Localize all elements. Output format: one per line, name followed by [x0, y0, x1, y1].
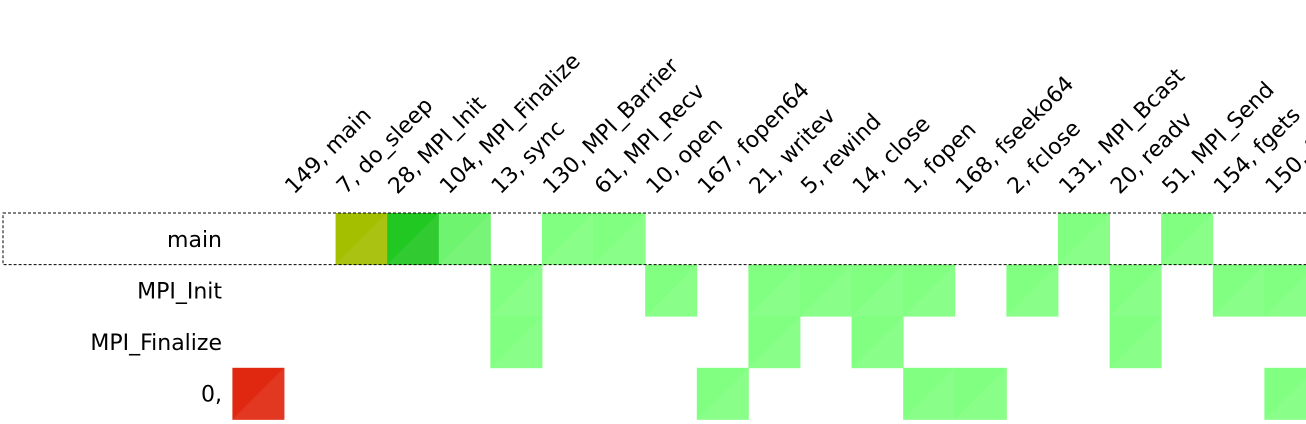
cell-shade: [800, 264, 852, 317]
heatmap-cell[interactable]: [903, 367, 956, 420]
cell-fill: [1264, 367, 1306, 420]
heatmap-cell[interactable]: [593, 213, 646, 265]
cell-shade: [490, 316, 542, 368]
cell-shade: [232, 367, 284, 420]
cell-fill: [438, 213, 491, 265]
cell-fill: [903, 264, 956, 317]
cell-fill: [1109, 264, 1162, 317]
cell-fill: [645, 264, 698, 317]
heatmap-cell[interactable]: [954, 367, 1007, 420]
row-labels: main MPI_Init MPI_Finalize 0,: [90, 228, 222, 408]
cell-shade: [851, 316, 904, 368]
cell-shade: [593, 213, 646, 265]
cell-shade: [696, 367, 749, 420]
cell-fill: [387, 213, 440, 265]
cell-fill: [542, 213, 594, 265]
cell-fill: [1006, 264, 1059, 317]
heatmap-cell[interactable]: [1109, 264, 1162, 317]
heatmap-cell[interactable]: [490, 316, 543, 369]
heatmap-cell[interactable]: [1264, 367, 1306, 420]
highlighted-row-outline: [2, 212, 1306, 266]
cell-shade: [542, 213, 594, 265]
heatmap-cell[interactable]: [1161, 213, 1214, 265]
cell-shade: [851, 264, 904, 317]
heatmap-cell[interactable]: [851, 264, 904, 317]
cell-fill: [335, 213, 388, 265]
heatmap-cell[interactable]: [748, 316, 801, 369]
heatmap-cell[interactable]: [696, 367, 749, 420]
heatmap-cell[interactable]: [903, 264, 956, 317]
cell-shade: [748, 316, 800, 368]
cell-shade: [1006, 264, 1058, 317]
heatmap-cell[interactable]: [1058, 213, 1110, 265]
heatmap-cell[interactable]: [800, 264, 852, 317]
cell-shade: [1109, 264, 1162, 317]
heatmap-cell[interactable]: [748, 264, 801, 317]
cell-fill: [1212, 264, 1265, 317]
heatmap-cell[interactable]: [1109, 316, 1162, 369]
heatmap-cells: [232, 213, 1306, 420]
heatmap-cell[interactable]: [335, 213, 388, 265]
cell-fill: [232, 367, 285, 420]
heatmap-cell[interactable]: [490, 264, 543, 317]
cell-shade: [438, 213, 491, 265]
cell-fill: [490, 316, 543, 369]
heatmap-cell[interactable]: [438, 213, 491, 265]
row-label-main: main: [167, 228, 222, 253]
cell-fill: [1058, 213, 1110, 265]
cell-shade: [490, 264, 542, 317]
heatmap-cell[interactable]: [1006, 264, 1059, 317]
cell-shade: [748, 264, 800, 317]
heatmap-cell[interactable]: [387, 213, 440, 265]
cell-shade: [1109, 316, 1162, 368]
cell-fill: [1161, 213, 1214, 265]
cell-fill: [954, 367, 1007, 420]
row-label-0: 0,: [201, 383, 222, 408]
heatmap-cell[interactable]: [1264, 264, 1306, 317]
heatmap-cell[interactable]: [645, 264, 698, 317]
cell-fill: [748, 316, 801, 369]
cell-shade: [903, 367, 955, 420]
row-label-mpi-init: MPI_Init: [137, 279, 222, 304]
cell-fill: [1109, 316, 1162, 369]
cell-fill: [851, 264, 904, 317]
row-label-mpi-finalize: MPI_Finalize: [90, 331, 222, 356]
cell-shade: [645, 264, 697, 317]
cell-fill: [903, 367, 956, 420]
cell-fill: [1264, 264, 1306, 317]
cell-shade: [1212, 264, 1265, 317]
cell-shade: [335, 213, 388, 265]
cell-fill: [593, 213, 646, 265]
cell-fill: [748, 264, 801, 317]
heatmap-cell[interactable]: [1212, 264, 1265, 317]
cell-shade: [903, 264, 955, 317]
cell-fill: [851, 316, 904, 369]
cell-shade: [387, 213, 439, 265]
cell-shade: [1058, 213, 1110, 265]
cell-shade: [1264, 274, 1306, 317]
heatmap-cell[interactable]: [232, 367, 285, 420]
cell-shade: [1161, 213, 1213, 265]
heatmap-cell[interactable]: [542, 213, 594, 265]
cell-shade: [1264, 377, 1306, 420]
cell-fill: [696, 367, 749, 420]
cell-fill: [800, 264, 852, 317]
cell-fill: [490, 264, 543, 317]
cell-shade: [954, 367, 1007, 420]
heatmap-cell[interactable]: [851, 316, 904, 369]
